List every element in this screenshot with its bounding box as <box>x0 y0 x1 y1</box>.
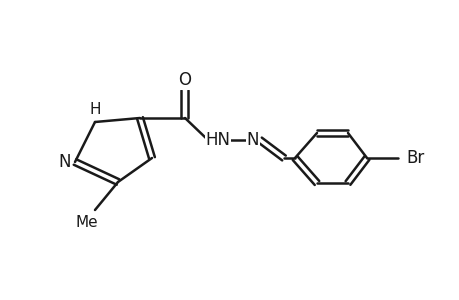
Text: N: N <box>246 131 259 149</box>
Text: H: H <box>89 101 101 116</box>
Text: Br: Br <box>406 149 424 167</box>
Text: N: N <box>59 153 71 171</box>
Text: Me: Me <box>76 215 98 230</box>
Text: HN: HN <box>205 131 230 149</box>
Text: O: O <box>178 71 191 89</box>
